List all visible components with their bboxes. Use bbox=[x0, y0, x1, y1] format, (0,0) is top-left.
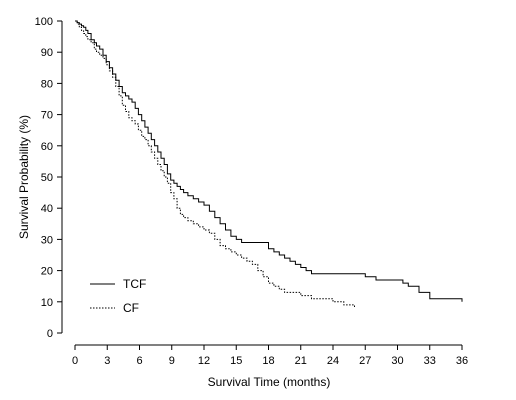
y-tick-label: 0 bbox=[47, 328, 53, 340]
y-tick-label: 100 bbox=[35, 16, 53, 28]
x-tick-label: 15 bbox=[230, 355, 242, 367]
x-tick-label: 6 bbox=[136, 355, 142, 367]
x-tick-label: 33 bbox=[424, 355, 436, 367]
x-tick-label: 0 bbox=[72, 355, 78, 367]
x-tick-label: 3 bbox=[104, 355, 110, 367]
y-tick-label: 30 bbox=[41, 234, 53, 246]
series-line-cf bbox=[75, 20, 355, 308]
series-line-tcf bbox=[75, 20, 463, 302]
x-tick-label: 12 bbox=[198, 355, 210, 367]
y-tick-label: 10 bbox=[41, 297, 53, 309]
y-tick-label: 50 bbox=[41, 172, 53, 184]
y-axis-label: Survival Probability (%) bbox=[17, 115, 31, 239]
axes: 0 3 6 9 12 15 18 21 24 27 30 33 36010203040506070809… bbox=[35, 16, 468, 367]
x-tick-label: 36 bbox=[456, 355, 468, 367]
y-tick-label: 40 bbox=[41, 203, 53, 215]
x-tick-label: 27 bbox=[359, 355, 371, 367]
x-tick-label: 21 bbox=[295, 355, 307, 367]
x-tick-label: 24 bbox=[327, 355, 339, 367]
series-layer bbox=[75, 20, 463, 308]
x-tick-label: 30 bbox=[391, 355, 403, 367]
legend-label-cf: CF bbox=[123, 301, 139, 315]
y-tick-label: 70 bbox=[41, 110, 53, 122]
y-tick-label: 80 bbox=[41, 78, 53, 90]
x-tick-label: 9 bbox=[169, 355, 175, 367]
legend: TCF CF bbox=[90, 277, 146, 315]
y-tick-label: 20 bbox=[41, 266, 53, 278]
x-axis-label: Survival Time (months) bbox=[208, 375, 331, 389]
y-tick-label: 60 bbox=[41, 141, 53, 153]
x-tick-label: 18 bbox=[262, 355, 274, 367]
legend-label-tcf: TCF bbox=[123, 277, 146, 291]
y-tick-label: 90 bbox=[41, 47, 53, 59]
